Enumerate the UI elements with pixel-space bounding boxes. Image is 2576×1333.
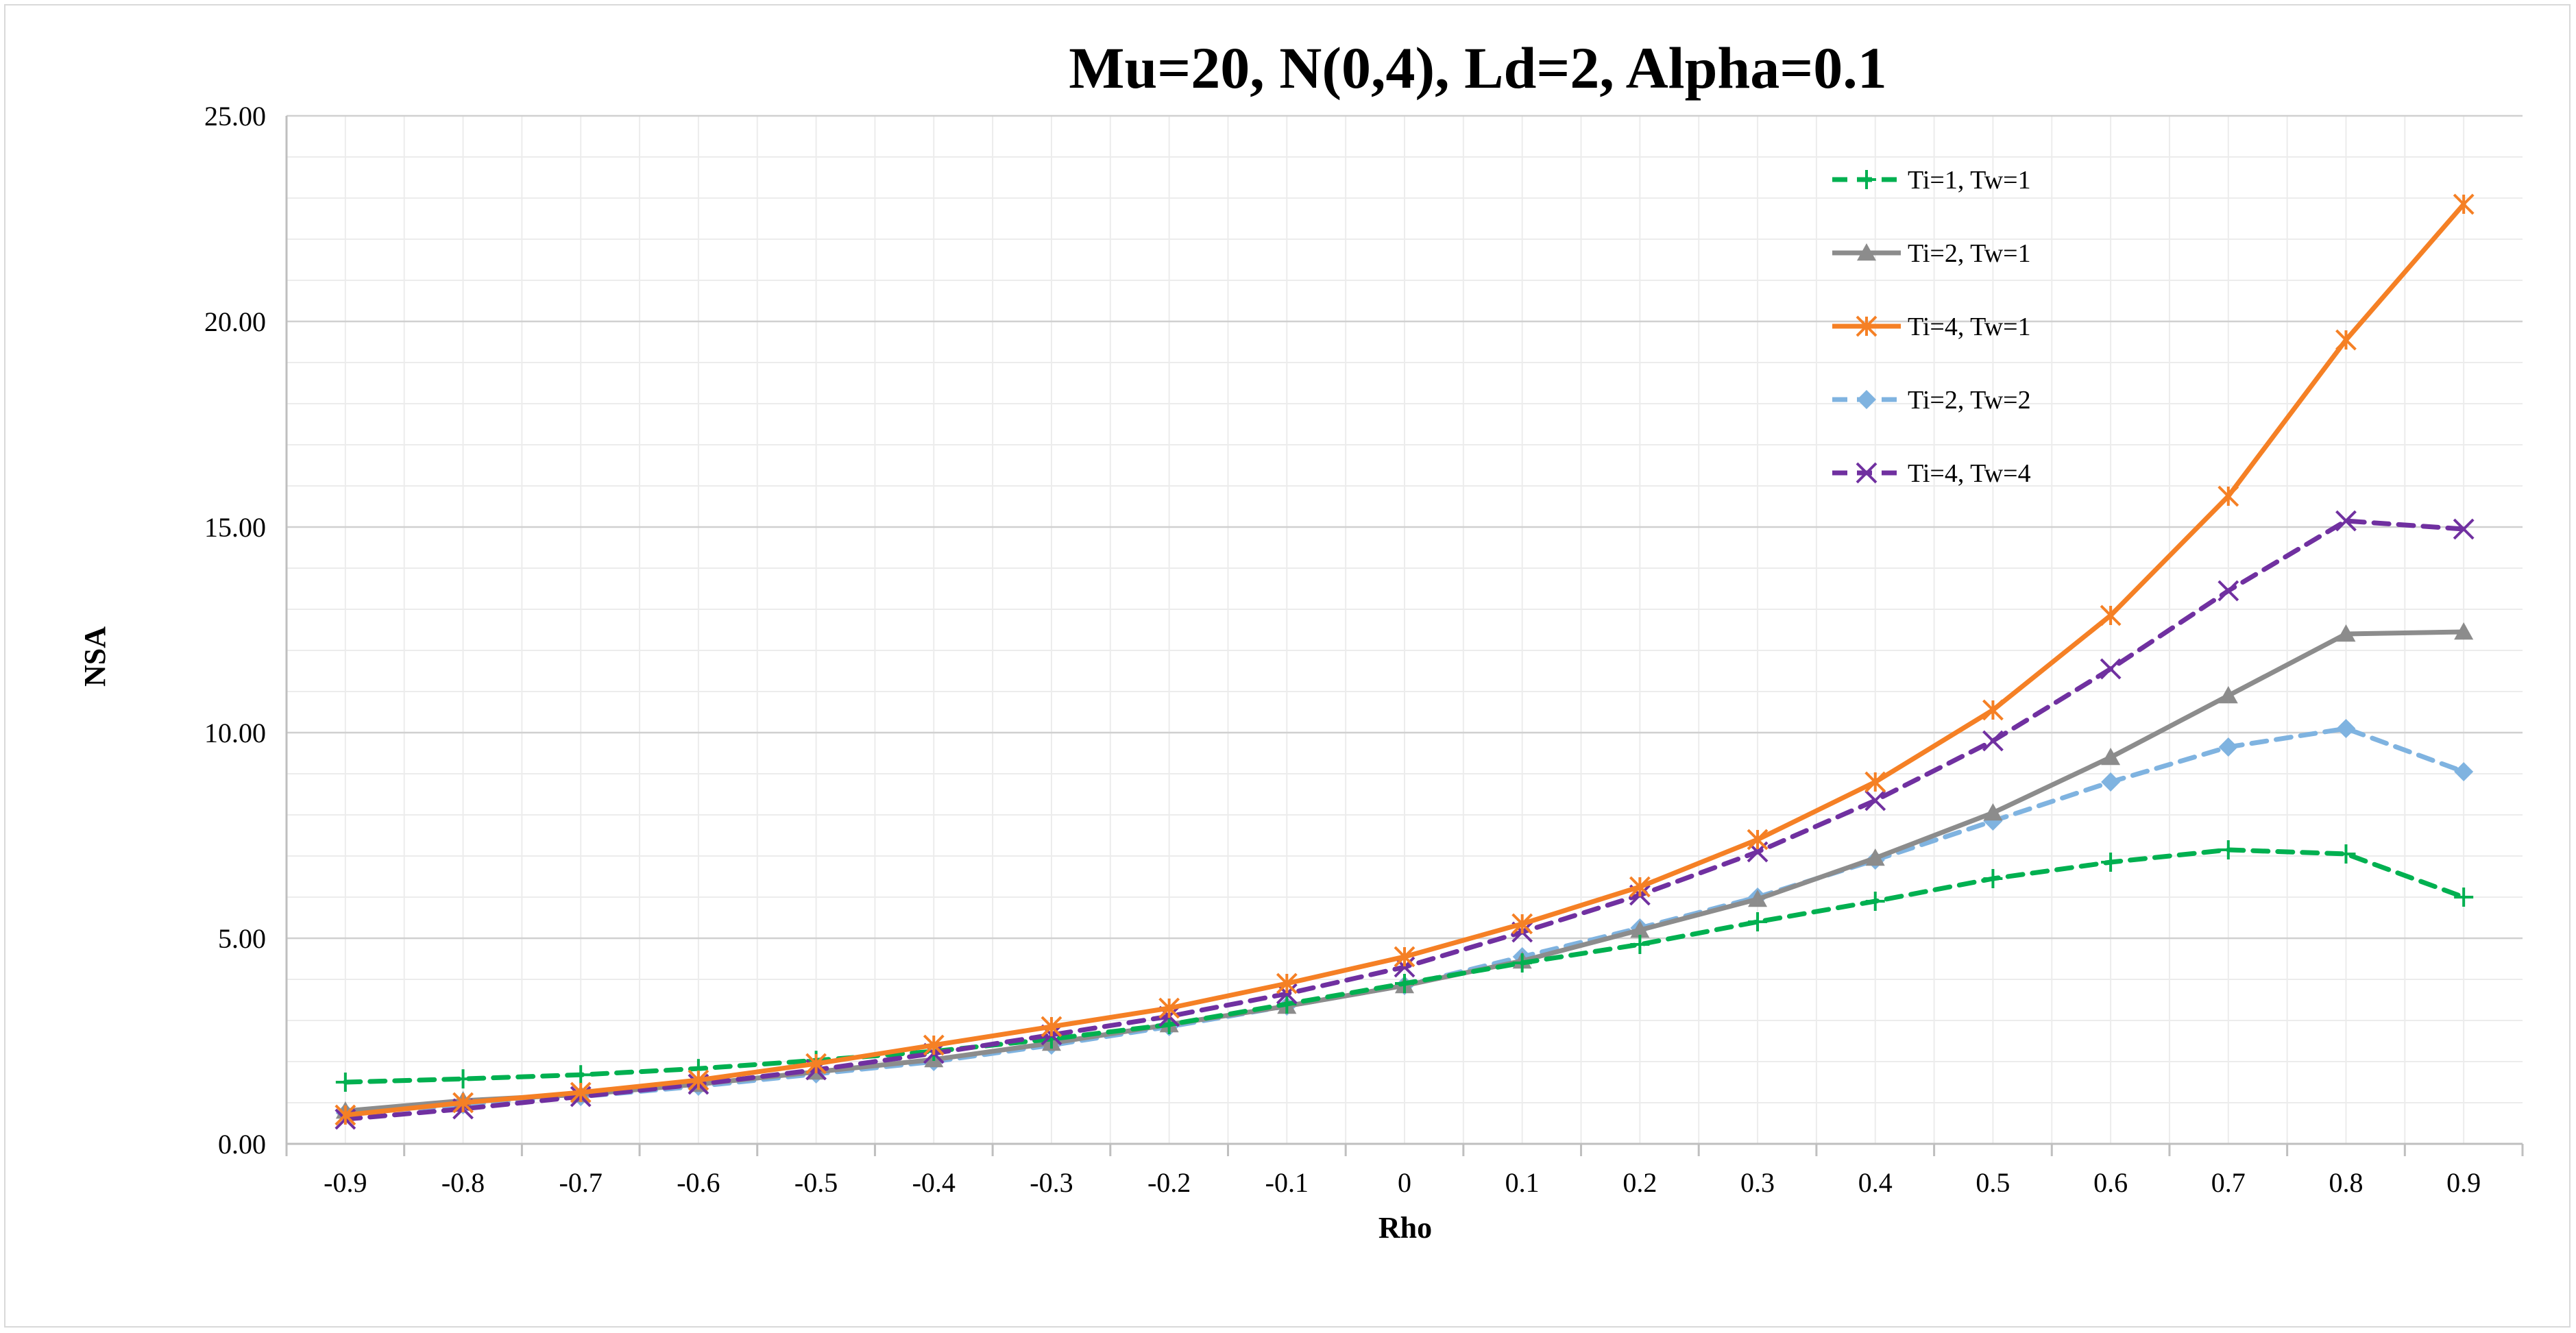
x-tick-label: -0.8 [441,1167,485,1198]
data-marker [2101,772,2121,792]
legend-label: Ti=2, Tw=2 [1908,386,2031,415]
data-marker [1748,890,1768,907]
x-tick-label: 0 [1398,1167,1411,1198]
data-marker [1394,956,1415,978]
legend-entry: Ti=4, Tw=1 [1832,313,2031,341]
data-marker [1276,983,1298,1005]
data-marker [2100,658,2122,680]
x-tick-label: 0.7 [2211,1167,2246,1198]
legend-label: Ti=4, Tw=4 [1908,459,2031,488]
data-marker [1857,390,1876,409]
data-marker [2335,510,2357,532]
y-tick-label: 10.00 [204,718,266,748]
data-marker [2336,719,2356,738]
data-marker [1982,730,2004,752]
x-tick-label: 0.2 [1623,1167,1657,1198]
data-marker [1864,790,1886,811]
legend-label: Ti=4, Tw=1 [1908,313,2031,341]
x-tick-label: -0.2 [1147,1167,1191,1198]
data-marker [2453,518,2475,540]
data-marker [1630,920,1650,938]
legend-entry: Ti=2, Tw=2 [1832,386,2031,415]
data-series [335,193,2475,1130]
line-chart: Mu=20, N(0,4), Ld=2, Alpha=0.1 0.00 5.00 1… [78,35,2524,1245]
data-marker [1857,243,1876,261]
legend-label: Ti=2, Tw=1 [1908,239,2031,268]
x-tick-label: 0.3 [1740,1167,1775,1198]
x-axis-label: Rho [1378,1211,1432,1245]
x-tick-label: -0.7 [559,1167,603,1198]
legend: Ti=1, Tw=1 Ti=2, Tw=1 Ti=4, Tw=1 Ti=2, Tw=2… [1832,166,2031,488]
chart-title: Mu=20, N(0,4), Ld=2, Alpha=0.1 [1069,35,1887,101]
x-tick-label: -0.9 [324,1167,367,1198]
data-marker [2218,686,2238,704]
data-marker [2454,762,2474,781]
y-tick-label: 0.00 [218,1129,266,1160]
x-tick-label: -0.1 [1265,1167,1309,1198]
x-tick-label: 0.6 [2093,1167,2128,1198]
data-marker [2336,624,2356,642]
legend-entry: Ti=1, Tw=1 [1832,166,2031,195]
legend-entry: Ti=4, Tw=4 [1832,459,2031,488]
legend-label: Ti=1, Tw=1 [1908,166,2031,195]
x-tick-label: 0.8 [2329,1167,2363,1198]
y-tick-label: 20.00 [204,306,266,337]
y-tick-label: 15.00 [204,512,266,543]
y-tick-labels: 0.00 5.00 10.00 15.00 20.00 25.00 [204,101,266,1160]
series-ti-4-tw-1 [335,193,2475,1126]
data-marker [2217,580,2239,602]
x-tick-label: 0.9 [2446,1167,2481,1198]
data-marker [2454,622,2474,640]
data-marker [1983,803,2003,821]
y-axis-label: NSA [78,626,112,687]
data-marker [1856,462,1878,484]
y-tick-label: 5.00 [218,923,266,954]
x-tick-label: -0.4 [912,1167,956,1198]
chart-frame: Mu=20, N(0,4), Ld=2, Alpha=0.1 0.00 5.00 1… [4,4,2571,1328]
x-tick-labels: -0.9 -0.8 -0.7 -0.6 -0.5 -0.4 -0.3 -0.2 -0.1 0 0.1… [324,1167,2481,1198]
x-tick-label: 0.4 [1858,1167,1893,1198]
x-tick-label: -0.3 [1030,1167,1073,1198]
x-tick-label: 0.5 [1976,1167,2010,1198]
x-tick-label: -0.6 [677,1167,720,1198]
legend-entry: Ti=2, Tw=1 [1832,239,2031,268]
x-tick-label: -0.5 [794,1167,838,1198]
axes [285,116,2524,1156]
data-marker [1865,848,1885,866]
data-marker [2218,737,2238,757]
x-tick-label: 0.1 [1505,1167,1540,1198]
y-tick-label: 25.00 [204,101,266,132]
data-marker [2101,748,2121,766]
